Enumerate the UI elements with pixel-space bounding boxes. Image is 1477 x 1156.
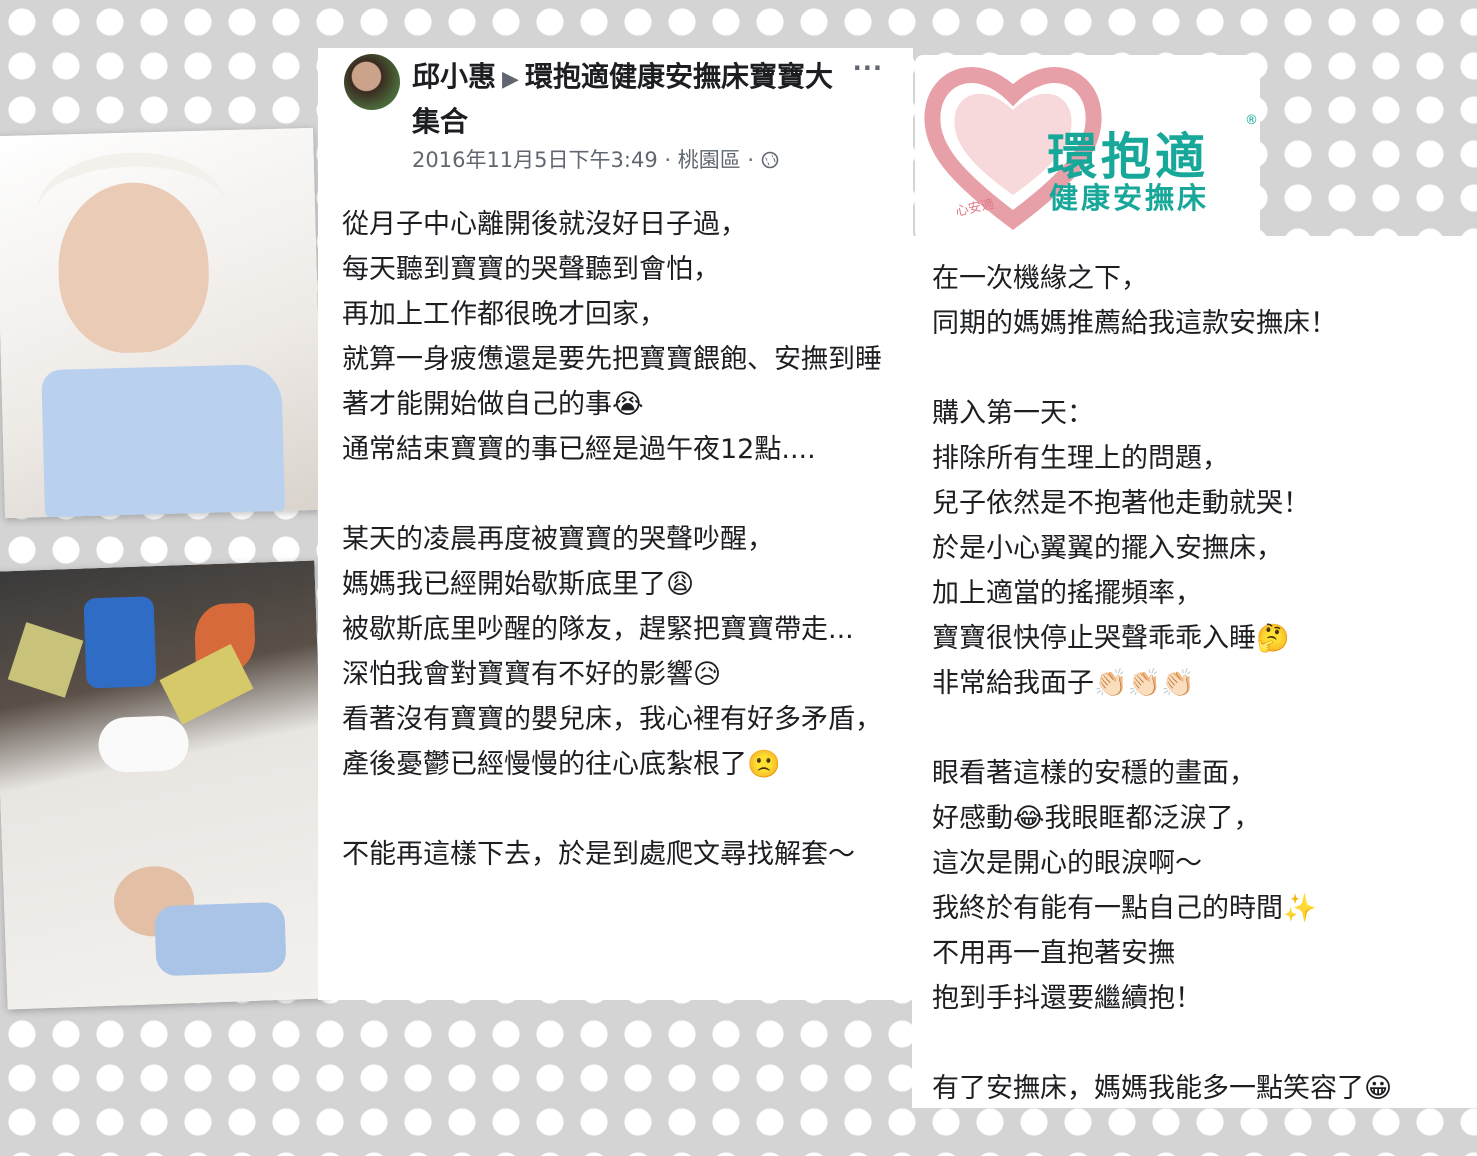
registered-mark: ® <box>1245 113 1258 128</box>
post-body: 從月子中心離開後就沒好日子過， 每天聽到寶寶的哭聲聽到會怕， 再加上工作都很晚才… <box>342 202 902 922</box>
arrow-right-icon: ▶ <box>502 67 519 92</box>
right-body: 在一次機緣之下， 同期的媽媽推薦給我這款安撫床！ 購入第一天： 排除所有生理上的… <box>932 256 1472 1156</box>
right-paragraph: 在一次機緣之下， 同期的媽媽推薦給我這款安撫床！ <box>932 263 1337 339</box>
post-meta: 2016年11月5日下午3:49 · 桃園區 · <box>412 144 779 174</box>
post-paragraph: 從月子中心離開後就沒好日子過， 每天聽到寶寶的哭聲聽到會怕， 再加上工作都很晚才… <box>342 209 882 465</box>
author-name[interactable]: 邱小惠 <box>412 60 497 93</box>
group-name[interactable]: 環抱適健康安撫床寶寶大集合 <box>412 60 833 138</box>
brand-logo: 心安適 環抱適 ® 健康安撫床 <box>915 55 1260 240</box>
brand-name: 環抱適 <box>1047 128 1209 186</box>
right-paragraph: 有了安撫床，媽媽我能多一點笑容了😀 <box>932 1073 1393 1104</box>
post-header: 邱小惠 ▶ 環抱適健康安撫床寶寶大集合 <box>412 56 852 143</box>
facebook-post-card: 邱小惠 ▶ 環抱適健康安撫床寶寶大集合 ··· 2016年11月5日下午3:49 ·… <box>318 48 913 1000</box>
avatar[interactable] <box>344 54 400 110</box>
right-paragraph: 購入第一天： 排除所有生理上的問題， 兒子依然是不抱著他走動就哭！ 於是小心翼翼… <box>932 398 1310 699</box>
baby-photo-swaddled <box>0 127 323 519</box>
baby-photo-crib-mobile <box>0 560 330 1010</box>
globe-icon <box>761 151 779 169</box>
heart-icon <box>924 67 1102 231</box>
post-paragraph: 某天的凌晨再度被寶寶的哭聲吵醒， 媽媽我已經開始歇斯底里了😩 被歇斯底里吵醒的隊… <box>342 524 882 780</box>
brand-subtitle: 健康安撫床 <box>1049 181 1210 215</box>
more-options-icon[interactable]: ··· <box>852 54 883 82</box>
right-paragraph: 眼看著這樣的安穩的畫面， 好感動😂我眼眶都泛淚了， 這次是開心的眼淚啊～ 我終於… <box>932 758 1317 1014</box>
post-paragraph: 不能再這樣下去，於是到處爬文尋找解套～ <box>342 839 855 870</box>
right-text-panel: 在一次機緣之下， 同期的媽媽推薦給我這款安撫床！ 購入第一天： 排除所有生理上的… <box>912 236 1477 1108</box>
post-timestamp[interactable]: 2016年11月5日下午3:49 · 桃園區 · <box>412 148 761 172</box>
